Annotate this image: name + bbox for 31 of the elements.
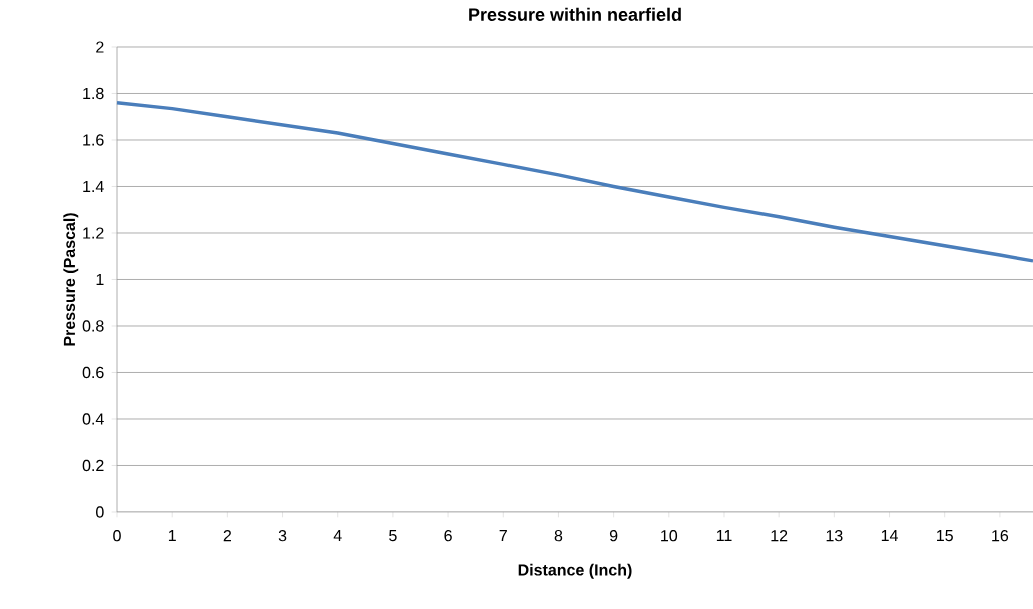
- y-tick-label: 0.2: [82, 459, 104, 472]
- x-tick-label: 1: [168, 530, 176, 542]
- y-axis-title: Pressure (Pascal): [63, 213, 79, 346]
- y-tick-label: 2: [96, 41, 104, 53]
- y-tick-label: 1.8: [83, 87, 104, 100]
- x-tick-label: 14: [881, 530, 898, 542]
- y-tick-label: 0.8: [82, 320, 104, 332]
- y-tick-label: 1.4: [83, 180, 104, 192]
- x-tick-label: 10: [661, 530, 678, 542]
- x-tick-label: 6: [444, 530, 452, 542]
- chart-title: Pressure within nearfield: [469, 7, 681, 21]
- x-tick-label: 5: [389, 530, 397, 542]
- x-tick-label: 2: [223, 530, 232, 542]
- x-tick-label: 13: [826, 530, 843, 542]
- x-tick-label: 7: [499, 530, 507, 542]
- y-tick-label: 0.6: [82, 366, 104, 379]
- x-tick-label: 8: [554, 530, 563, 542]
- x-tick-label: 9: [609, 530, 618, 542]
- y-tick-label: 1.6: [83, 134, 104, 146]
- x-tick-label: 15: [937, 530, 953, 542]
- x-tick-label: 3: [278, 530, 287, 542]
- y-tick-label: 1: [96, 273, 104, 285]
- x-tick-label: 11: [716, 530, 732, 542]
- x-tick-label: 12: [771, 530, 788, 542]
- x-tick-label: 0: [113, 530, 121, 542]
- y-tick-label: 0.4: [82, 413, 104, 425]
- x-tick-label: 16: [992, 530, 1009, 542]
- x-tick-label: 4: [333, 530, 342, 542]
- y-tick-label: 1.2: [83, 227, 104, 239]
- x-axis-title: Distance (Inch): [518, 563, 632, 579]
- y-tick-label: 0: [96, 506, 104, 518]
